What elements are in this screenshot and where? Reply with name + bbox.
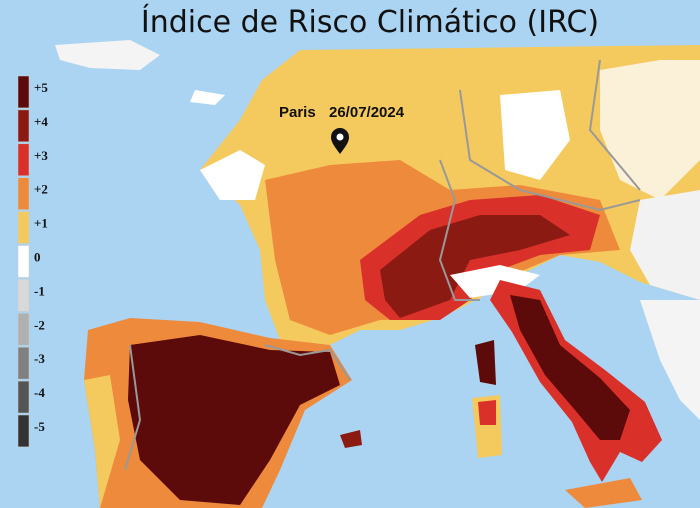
land	[128, 335, 340, 505]
border	[459, 89, 641, 212]
land	[510, 295, 630, 440]
legend-swatch	[17, 346, 30, 380]
legend-swatch	[17, 380, 30, 414]
land	[380, 215, 570, 318]
border	[438, 159, 480, 301]
land	[340, 430, 362, 448]
land	[84, 375, 120, 508]
legend-label: -2	[34, 317, 45, 332]
border	[124, 344, 142, 471]
land	[600, 60, 700, 200]
legend-label: +3	[34, 148, 48, 163]
date-label: 26/07/2024	[329, 104, 405, 121]
legend-swatch	[17, 279, 30, 312]
land	[565, 478, 642, 508]
land	[475, 340, 496, 385]
land	[55, 40, 160, 70]
legend-swatch	[17, 109, 30, 143]
land	[200, 150, 265, 200]
title: Índice de Risco Climático (IRC)	[141, 4, 599, 40]
land	[478, 400, 496, 425]
legend-swatch	[17, 313, 30, 346]
legend-swatch	[17, 75, 30, 109]
legend-label: -1	[34, 283, 45, 298]
legend-label: +2	[34, 182, 48, 197]
legend-label: -5	[34, 419, 45, 434]
border	[264, 344, 351, 381]
land	[630, 190, 700, 300]
legend-label: -3	[34, 351, 45, 366]
legend-swatch	[17, 245, 30, 278]
pin	[331, 128, 349, 154]
legend-swatch	[17, 414, 30, 448]
legend-label: 0	[34, 249, 41, 264]
border	[588, 59, 641, 191]
city-label: Paris	[279, 104, 316, 121]
legend-swatch	[17, 211, 30, 244]
land	[500, 90, 570, 180]
legend-swatch	[17, 143, 30, 176]
pin-hole	[336, 133, 344, 141]
land	[190, 90, 225, 105]
legend-label: +1	[34, 216, 48, 231]
legend-label: +4	[34, 114, 48, 129]
land	[640, 300, 700, 420]
legend: +5 +4 +3 +2 +1 0 -1 -2 -3 -4 -5	[17, 75, 48, 448]
legend-swatch	[17, 177, 30, 210]
legend-label: +5	[34, 80, 48, 95]
marker: Paris 26/07/2024	[279, 104, 405, 154]
legend-label: -4	[34, 385, 45, 400]
